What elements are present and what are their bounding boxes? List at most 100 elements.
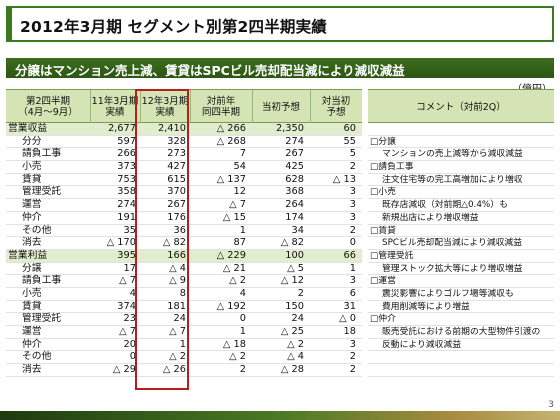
row-label: 消去 (22, 364, 42, 376)
row-value: 358 (117, 186, 136, 198)
row-label: 仲介 (22, 338, 42, 350)
row-value: 373 (117, 161, 136, 173)
table-row: 管理受託 358 370 12 368 3 (6, 186, 362, 200)
row-value: 20 (123, 338, 136, 350)
row-value: 181 (167, 300, 186, 312)
row-value: 3 (349, 338, 356, 350)
row-value: 2 (349, 161, 356, 173)
row-value: △ 7 (169, 326, 186, 337)
comment-line: 管理ストック拡大等により増収増益 (368, 263, 554, 276)
comment-line: SPCビル売却配当減により減収減益 (368, 237, 554, 250)
table-row: 管理受託 23 24 0 24 △ 0 (6, 313, 362, 326)
row-label: 賃貸 (22, 300, 42, 312)
comment-line: 反動により減収減益 (368, 339, 554, 352)
subtitle-bar: 分譲はマンション売上減、賃貸はSPCビル売却配当減により減収減益 (6, 58, 554, 78)
table-row: 小売 373 427 54 425 2 (6, 161, 362, 174)
row-value: 2 (239, 364, 246, 376)
row-value: 23 (123, 313, 136, 325)
row-value: 191 (117, 211, 136, 223)
row-value: 328 (167, 135, 186, 147)
row-label: 請負工事 (22, 148, 62, 160)
table-row: 賃貸 374 181 △ 192 150 31 (6, 301, 362, 314)
table-row: 消去 △ 170 △ 82 87 △ 82 0 (6, 237, 362, 250)
row-value: △ 2 (287, 338, 304, 350)
row-value: 8 (179, 287, 186, 299)
row-value: 4 (129, 287, 136, 299)
row-value: △ 4 (169, 262, 186, 274)
row-value: 395 (117, 249, 136, 261)
row-value: 150 (285, 300, 304, 312)
table-row: 分譲 17 △ 4 △ 21 △ 5 1 (6, 263, 362, 276)
table-row: 消去 △ 29 △ 26 2 △ 28 2 (6, 364, 362, 377)
row-value: 753 (117, 173, 136, 185)
row-value: 1 (349, 262, 356, 274)
header-vs-forecast: 対当初 予想 (321, 96, 351, 118)
row-value: 18 (343, 326, 356, 337)
comment-category: □運営 (368, 275, 554, 288)
row-value: △ 2 (229, 351, 246, 363)
row-value: 54 (233, 161, 246, 173)
header-fy2011: 11年3月期 実績 (91, 96, 139, 118)
row-label: 請負工事 (22, 275, 62, 287)
row-label: 分譲 (22, 262, 42, 274)
comment-line (368, 123, 554, 136)
row-value: 1 (179, 338, 186, 350)
row-value: △ 12 (280, 275, 304, 287)
row-value: 264 (285, 199, 304, 211)
comment-category: □仲介 (368, 313, 554, 326)
comment-category: □管理受託 (368, 250, 554, 263)
row-label: その他 (22, 351, 52, 363)
row-value: 2 (297, 287, 304, 299)
row-value: △ 18 (222, 338, 246, 350)
comment-line: 既存店減収（対前期△0.4%）も (368, 199, 554, 212)
row-value: △ 26 (162, 364, 186, 376)
row-value: △ 82 (280, 237, 304, 249)
row-label: 管理受託 (22, 186, 62, 198)
row-value: △ 266 (216, 123, 246, 134)
row-value: △ 15 (222, 211, 246, 223)
row-value: 174 (285, 211, 304, 223)
comment-line (368, 364, 554, 377)
row-value: 66 (343, 249, 356, 261)
row-value: 0 (129, 351, 136, 363)
row-value: 3 (349, 275, 356, 287)
row-label: 運営 (22, 199, 42, 211)
row-label: 小売 (22, 287, 42, 299)
row-value: 3 (349, 186, 356, 198)
row-value: 1 (239, 326, 246, 337)
row-value: △ 5 (287, 262, 304, 274)
row-value: △ 2 (169, 351, 186, 363)
row-value: 166 (167, 249, 186, 261)
row-value: 1 (239, 224, 246, 236)
comment-category: □賃貸 (368, 225, 554, 238)
row-value: 2 (349, 351, 356, 363)
row-label: 小売 (22, 161, 42, 173)
header-fy2012: 12年3月期 実績 (141, 96, 189, 118)
row-value: 597 (117, 135, 136, 147)
segment-table: 第2四半期 （4月〜9月） 11年3月期 実績 12年3月期 実績 対前年 同四… (6, 89, 362, 377)
table-section-row: 営業収益 2,677 2,410 △ 266 2,350 60 (6, 123, 362, 136)
row-value: 2,350 (275, 123, 304, 134)
row-label: 営業利益 (8, 249, 48, 261)
row-label: 消去 (22, 237, 42, 249)
row-label: 賃貸 (22, 173, 42, 185)
row-value: △ 82 (162, 237, 186, 249)
slide-subtitle: 分譲はマンション売上減、賃貸はSPCビル売却配当減により減収減益 (15, 63, 405, 78)
row-value: 12 (233, 186, 246, 198)
row-value: △ 137 (216, 173, 246, 185)
comment-body: □分譲 マンションの売上減等から減収減益 □請負工事 注文住宅等の完工高増加により増収… (368, 123, 554, 377)
row-value: 2 (349, 224, 356, 236)
row-label: 分分 (22, 135, 42, 147)
row-value: △ 7 (119, 275, 136, 287)
table-row: 仲介 20 1 △ 18 △ 2 3 (6, 339, 362, 352)
row-value: 34 (291, 224, 304, 236)
row-value: 5 (349, 148, 356, 160)
row-value: 3 (349, 199, 356, 211)
row-value: 0 (349, 237, 356, 249)
comment-line: 新規出店により増収増益 (368, 212, 554, 225)
comment-category: □分譲 (368, 136, 554, 149)
row-value: 176 (167, 211, 186, 223)
row-value: 370 (167, 186, 186, 198)
row-value: △ 170 (106, 237, 136, 249)
row-value: 35 (123, 224, 136, 236)
